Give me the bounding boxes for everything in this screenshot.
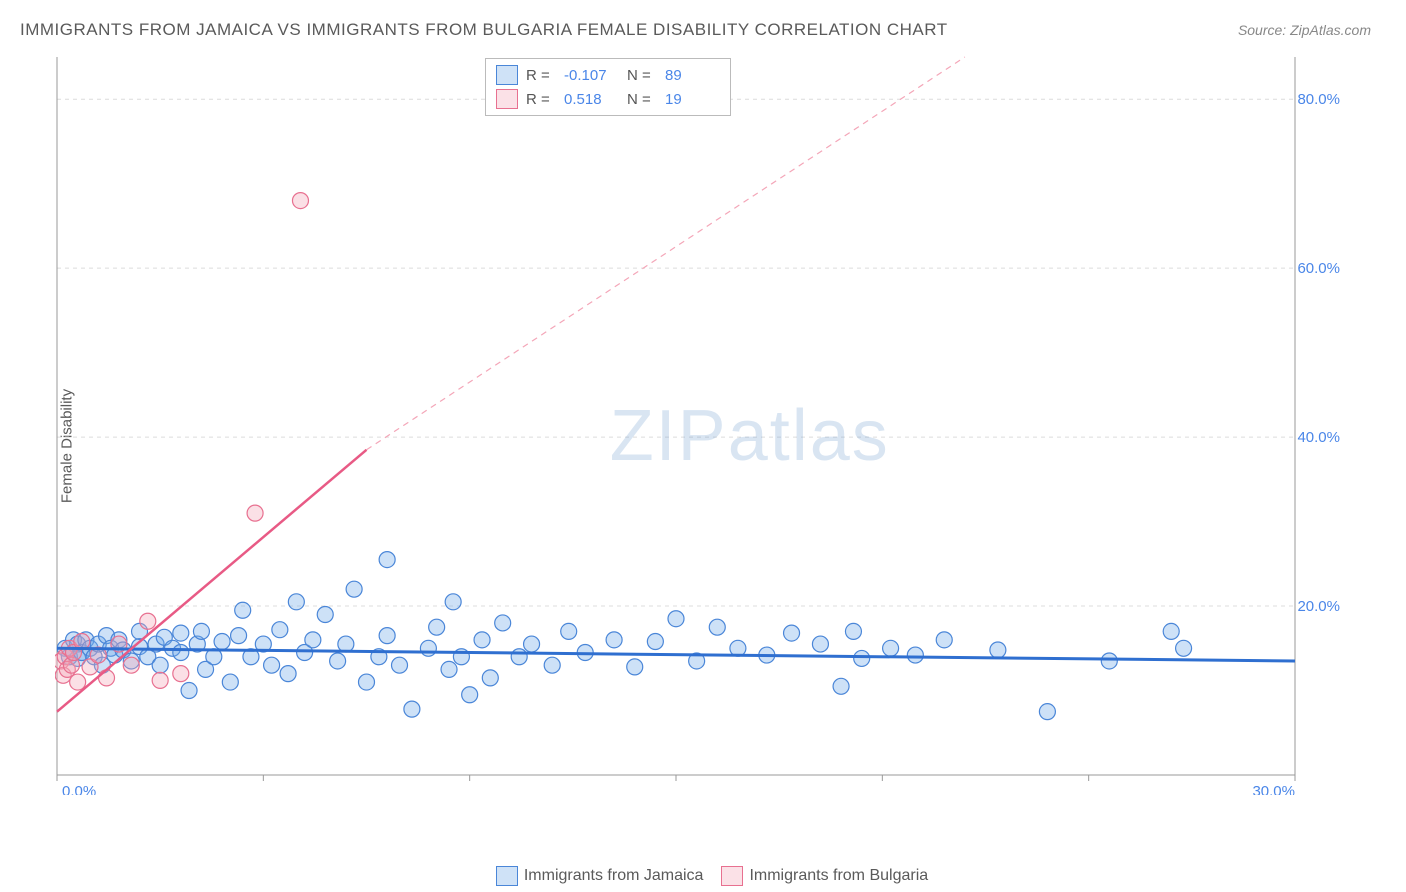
legend-stats-row: R = 0.518 N = 19 [496,87,720,111]
svg-text:20.0%: 20.0% [1297,598,1340,615]
legend-r-value: -0.107 [564,67,619,84]
svg-text:80.0%: 80.0% [1297,91,1340,108]
svg-text:0.0%: 0.0% [62,783,96,795]
legend-r-value: 0.518 [564,91,619,108]
legend-series: Immigrants from Jamaica Immigrants from B… [0,866,1406,886]
legend-swatch [496,866,518,886]
svg-text:30.0%: 30.0% [1252,783,1295,795]
legend-n-label: N = [627,91,657,108]
legend-stats-row: R = -0.107 N = 89 [496,63,720,87]
chart-title: IMMIGRANTS FROM JAMAICA VS IMMIGRANTS FR… [20,20,948,40]
legend-swatch [721,866,743,886]
legend-n-value: 19 [665,91,720,108]
legend-swatch [496,65,518,85]
chart-area: 20.0%40.0%60.0%80.0%0.0%30.0% ZIPatlas R… [55,55,1345,815]
legend-series-label: Immigrants from Jamaica [524,867,704,884]
legend-series-label: Immigrants from Bulgaria [749,867,928,884]
legend-stats: R = -0.107 N = 89 R = 0.518 N = 19 [485,58,731,116]
svg-text:40.0%: 40.0% [1297,429,1340,446]
scatter-chart: 20.0% 40.0% 60.0% 80.0% 0.0% 30.0% [55,55,1345,795]
legend-swatch [496,89,518,109]
legend-n-label: N = [627,67,657,84]
source-attribution: Source: ZipAtlas.com [1238,22,1371,38]
legend-n-value: 89 [665,67,720,84]
legend-r-label: R = [526,91,556,108]
svg-text:60.0%: 60.0% [1297,260,1340,277]
legend-r-label: R = [526,67,556,84]
